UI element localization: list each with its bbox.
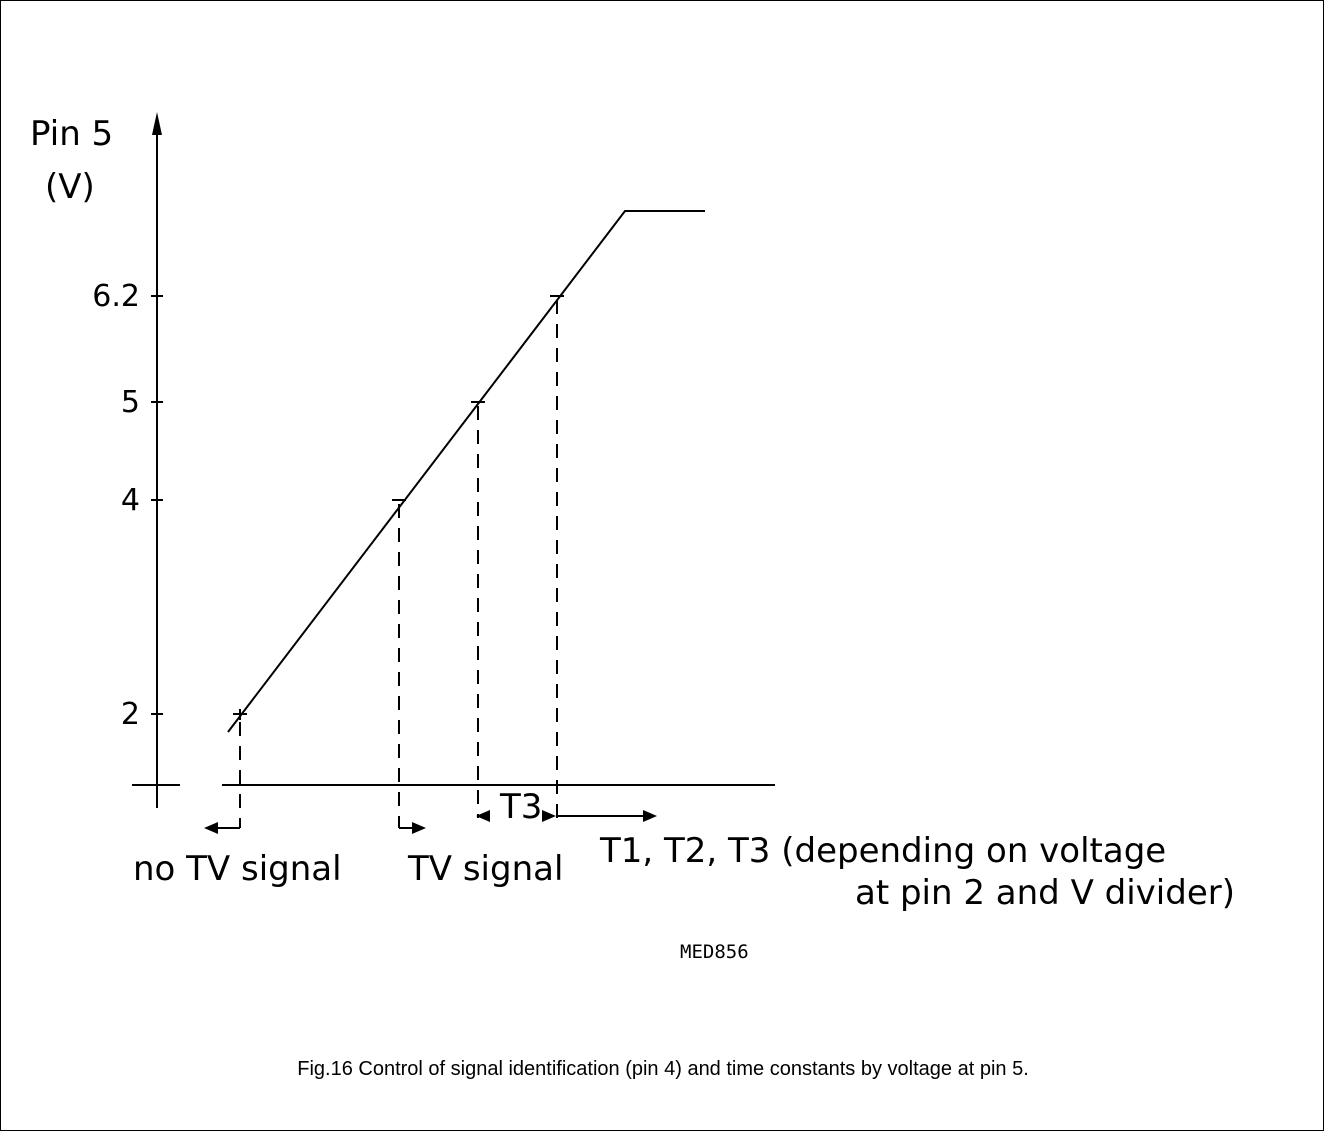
characteristic-line [227,210,705,733]
figure-caption: Fig.16 Control of signal identification … [297,1058,1029,1080]
y-axis-arrow-icon [152,112,162,135]
label-t1-t2-t3-line1: T1, T2, T3 (depending on voltage [599,831,1166,871]
y-axis-label-line2: (V) [45,167,95,207]
arrow-t1-start-icon [542,810,556,822]
arrow-t3-icon [476,810,490,822]
label-tv-signal: TV signal [407,849,563,889]
y-tick-label-2: 2 [121,697,140,732]
arrow-left-icon [204,822,218,834]
label-t1-t2-t3-line2: at pin 2 and V divider) [855,873,1235,913]
y-tick-label-5: 5 [121,385,140,420]
drawing-code: MED856 [680,941,749,963]
y-axis-label-line1: Pin 5 [30,114,113,154]
label-t3: T3 [499,787,542,827]
y-tick-label-6-2: 6.2 [92,279,140,314]
arrow-right-icon [412,822,426,834]
y-tick-label-4: 4 [121,483,140,518]
arrow-t1-end-icon [643,810,657,822]
label-no-tv-signal: no TV signal [133,849,342,889]
